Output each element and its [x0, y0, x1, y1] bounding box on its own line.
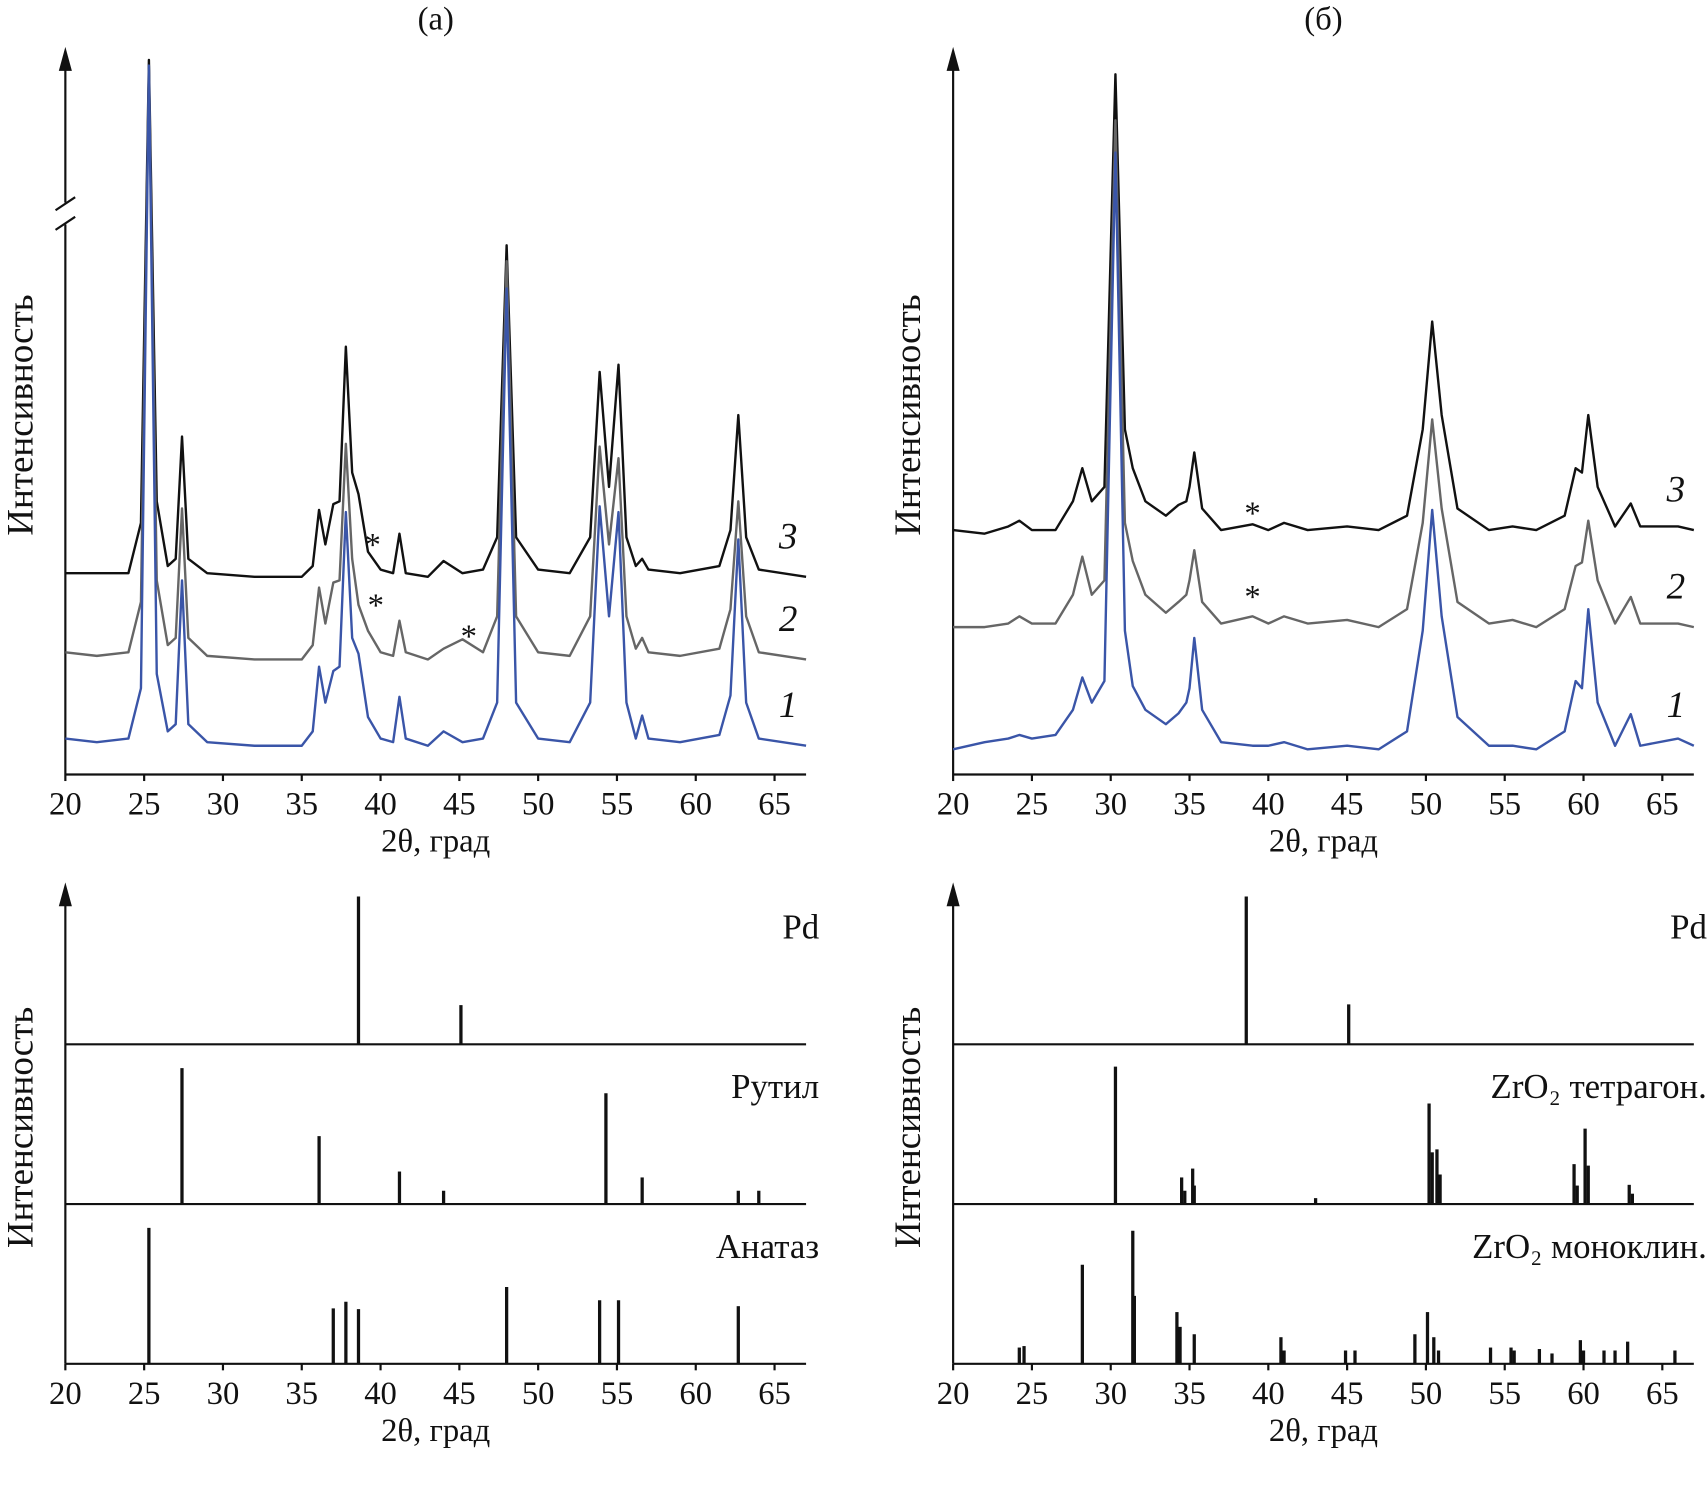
x-tick-label: 60 — [1567, 1376, 1600, 1412]
xrd-curve — [65, 68, 807, 661]
x-tick-label: 40 — [1252, 787, 1285, 823]
x-tick-label: 65 — [758, 787, 791, 823]
x-tick-label: 40 — [1252, 1376, 1285, 1412]
y-axis-arrow — [58, 882, 72, 907]
phase-label: ZrO₂ моноклин. — [1472, 1227, 1707, 1266]
x-tick-label: 20 — [937, 1376, 970, 1412]
x-axis-label: 2θ, град — [1269, 1413, 1378, 1449]
x-tick-label: 55 — [1488, 787, 1521, 823]
annotation: * — [368, 588, 384, 624]
xrd-curve — [65, 58, 807, 578]
phase-label: Pd — [782, 907, 819, 946]
x-tick-label: 60 — [1567, 787, 1600, 823]
phase-label: Рутил — [731, 1067, 819, 1106]
phase-label: Анатаз — [716, 1227, 819, 1266]
x-tick-label: 20 — [49, 1376, 82, 1412]
x-tick-label: 50 — [522, 1376, 555, 1412]
curve-label: 1 — [779, 685, 798, 726]
x-tick-label: 55 — [601, 1376, 634, 1412]
axis-break-mark — [54, 215, 76, 231]
annotation: * — [1244, 496, 1260, 532]
axis-break — [54, 196, 77, 231]
x-tick-label: 25 — [1016, 1376, 1049, 1412]
axis-break-mark — [54, 196, 76, 212]
y-axis-label: Интенсивность — [888, 294, 929, 535]
y-axis-arrow — [946, 882, 960, 907]
x-tick-label: 45 — [1331, 787, 1364, 823]
x-tick-label: 35 — [285, 787, 318, 823]
annotation: * — [461, 619, 477, 655]
curve-label: 1 — [1667, 685, 1686, 726]
xrd-curve — [65, 64, 807, 747]
x-tick-label: 45 — [443, 787, 476, 823]
x-tick-label: 30 — [207, 1376, 240, 1412]
x-tick-label: 35 — [1173, 787, 1206, 823]
annotation: * — [1244, 579, 1260, 615]
y-axis-arrow — [946, 46, 960, 71]
x-tick-label: 45 — [443, 1376, 476, 1412]
x-tick-label: 35 — [1173, 1376, 1206, 1412]
y-axis-arrow — [58, 46, 72, 71]
x-tick-label: 30 — [1094, 787, 1127, 823]
x-tick-label: 45 — [1331, 1376, 1364, 1412]
x-tick-label: 65 — [1646, 787, 1679, 823]
x-tick-label: 60 — [679, 787, 712, 823]
x-axis-label: 2θ, град — [1269, 824, 1378, 860]
x-tick-label: 30 — [1094, 1376, 1127, 1412]
x-tick-label: 25 — [128, 787, 161, 823]
phase-label: Pd — [1670, 907, 1707, 946]
chart-title: (б) — [1304, 1, 1342, 37]
x-tick-label: 60 — [679, 1376, 712, 1412]
y-axis-label: Интенсивность — [0, 294, 41, 535]
curve-label: 3 — [778, 516, 798, 557]
xrd-curve — [953, 119, 1695, 629]
xrd-curve — [952, 73, 1695, 535]
x-tick-label: 50 — [1410, 787, 1443, 823]
y-axis-label: Интенсивность — [888, 1007, 929, 1248]
x-tick-label: 25 — [1016, 787, 1049, 823]
phase-label: ZrO₂ тетрагон. — [1491, 1067, 1707, 1106]
x-tick-label: 50 — [1410, 1376, 1443, 1412]
xrd-curve — [952, 151, 1695, 751]
x-tick-label: 65 — [758, 1376, 791, 1412]
chart-title: (а) — [418, 1, 454, 37]
x-tick-label: 20 — [937, 787, 970, 823]
x-axis-label: 2θ, град — [381, 824, 490, 860]
x-tick-label: 50 — [522, 787, 555, 823]
x-tick-label: 55 — [601, 787, 634, 823]
curve-label: 2 — [1667, 567, 1686, 608]
x-axis-label: 2θ, град — [381, 1413, 490, 1449]
x-tick-label: 35 — [285, 1376, 318, 1412]
x-tick-label: 25 — [128, 1376, 161, 1412]
x-tick-label: 20 — [49, 787, 82, 823]
axis-break-gap — [54, 202, 77, 225]
y-axis-label: Интенсивность — [0, 1007, 41, 1248]
x-tick-label: 65 — [1646, 1376, 1679, 1412]
curve-label: 2 — [779, 599, 798, 640]
x-tick-label: 40 — [364, 1376, 397, 1412]
x-tick-label: 30 — [207, 787, 240, 823]
x-tick-label: 40 — [364, 787, 397, 823]
annotation: * — [365, 528, 381, 564]
x-tick-label: 55 — [1488, 1376, 1521, 1412]
curve-label: 3 — [1666, 470, 1686, 511]
